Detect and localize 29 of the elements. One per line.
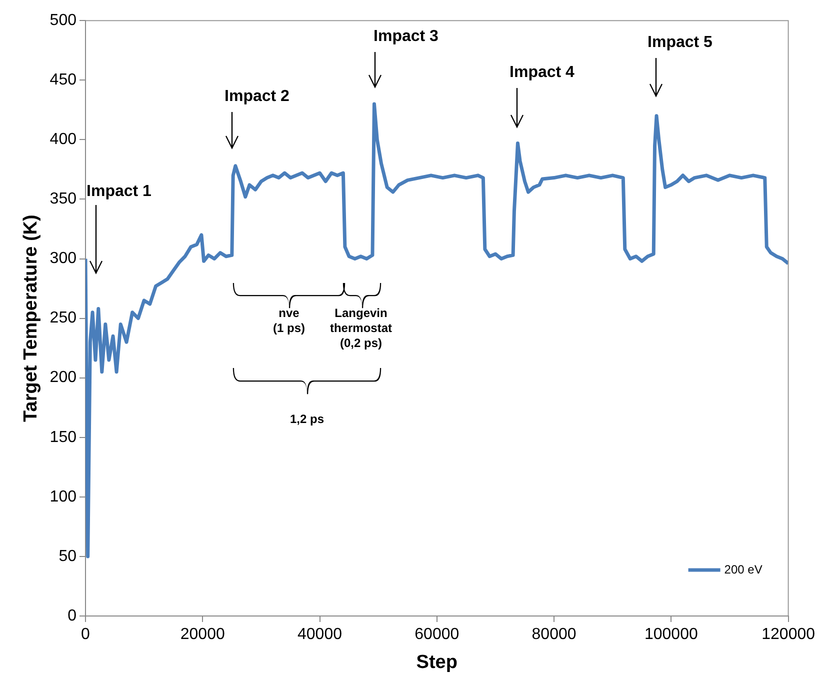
y-tick-label: 0 — [68, 607, 77, 624]
y-tick-label: 100 — [50, 488, 77, 506]
annotation: nve (1 ps) — [272, 306, 305, 335]
annotation: Impact 4 — [508, 63, 576, 83]
x-tick-label: 20000 — [180, 626, 225, 644]
x-tick-label: 0 — [81, 626, 90, 644]
y-tick-label: 400 — [50, 131, 77, 148]
y-tick-label: 50 — [58, 548, 77, 565]
x-tick-label: 40000 — [298, 626, 342, 644]
y-tick-label: 250 — [50, 310, 77, 327]
legend-label: 200 eV — [724, 562, 762, 576]
x-tick-label: 80000 — [532, 626, 576, 644]
x-axis-title: Step — [416, 652, 458, 673]
y-axis-title: Target Temperature (K) — [20, 214, 42, 422]
annotation: Impact 1 — [86, 183, 152, 200]
annotation: Impact 3 — [372, 27, 440, 47]
x-tick-label: 60000 — [414, 626, 460, 644]
y-tick-label: 150 — [50, 428, 77, 446]
y-tick-label: 450 — [50, 72, 77, 89]
x-tick-label: 120000 — [762, 626, 816, 644]
annotation: Impact 5 — [646, 33, 714, 53]
y-tick-label: 350 — [50, 190, 77, 208]
annotation: Impact 2 — [224, 87, 290, 107]
annotation: Langevin thermostat (0,2 ps) — [330, 306, 392, 350]
y-tick-label: 200 — [50, 369, 77, 386]
y-tick-label: 300 — [50, 250, 77, 268]
y-tick-label: 500 — [50, 12, 77, 30]
annotation: 1,2 ps — [288, 412, 326, 427]
x-tick-label: 100000 — [644, 626, 698, 644]
